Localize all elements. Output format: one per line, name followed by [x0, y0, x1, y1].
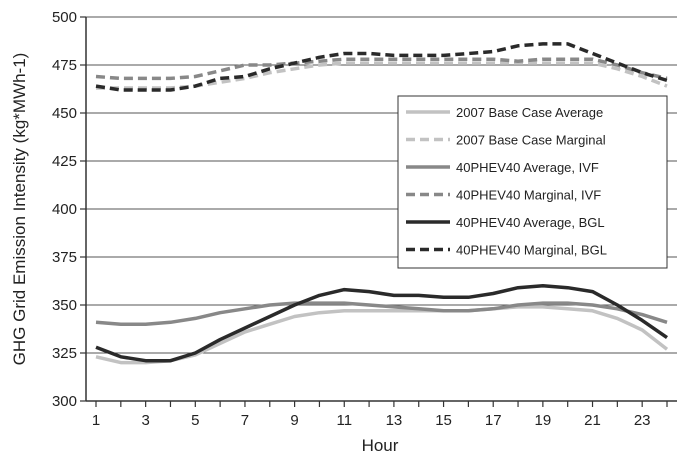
legend-label-5: 40PHEV40 Average, BGL: [456, 215, 605, 230]
x-tick-label: 3: [141, 412, 149, 429]
series-lines: [95, 42, 669, 365]
y-tick-label: 450: [52, 105, 77, 122]
legend-label-6: 40PHEV40 Marginal, BGL: [456, 243, 607, 258]
x-tick-label: 17: [485, 412, 502, 429]
legend-box: [397, 95, 668, 269]
x-tick-label: 11: [336, 412, 352, 429]
series-line-3: [95, 301, 668, 326]
x-tick-label: 7: [241, 412, 249, 429]
x-tick-label: 19: [535, 412, 552, 429]
y-tick-label: 475: [52, 57, 77, 74]
series-line-4: [95, 57, 668, 81]
axes: [80, 16, 677, 407]
y-axis-title: GHG Grid Emission Intensity (kg*MWh-1): [10, 53, 29, 366]
legend: 2007 Base Case Average 2007 Base Case Mar…: [397, 95, 668, 269]
x-tick-label: 1: [92, 412, 100, 429]
series-line-5: [95, 284, 668, 363]
y-tick-label: 500: [52, 9, 77, 26]
x-tick-label: 21: [584, 412, 601, 429]
series-line-6: [95, 42, 668, 92]
y-tick-label: 300: [52, 393, 77, 410]
legend-label-2: 2007 Base Case Marginal: [456, 133, 606, 148]
y-tick-label: 425: [52, 153, 77, 170]
gridlines: [86, 16, 677, 402]
series-line-1: [95, 305, 669, 365]
legend-label-4: 40PHEV40 Marginal, IVF: [456, 188, 601, 203]
x-tick-label: 13: [386, 412, 403, 429]
y-tick-label: 400: [52, 201, 77, 218]
y-tick-label: 325: [52, 345, 77, 362]
x-tick-label: 5: [191, 412, 199, 429]
y-tick-label: 350: [52, 297, 77, 314]
x-tick-label: 15: [435, 412, 452, 429]
y-tick-label: 375: [52, 249, 77, 266]
x-axis-title: Hour: [362, 436, 399, 455]
legend-label-1: 2007 Base Case Average: [456, 105, 603, 120]
x-tick-label: 23: [634, 412, 651, 429]
x-tick-label: 9: [290, 412, 298, 429]
legend-label-3: 40PHEV40 Average, IVF: [456, 160, 599, 175]
series-line-2: [96, 61, 668, 90]
